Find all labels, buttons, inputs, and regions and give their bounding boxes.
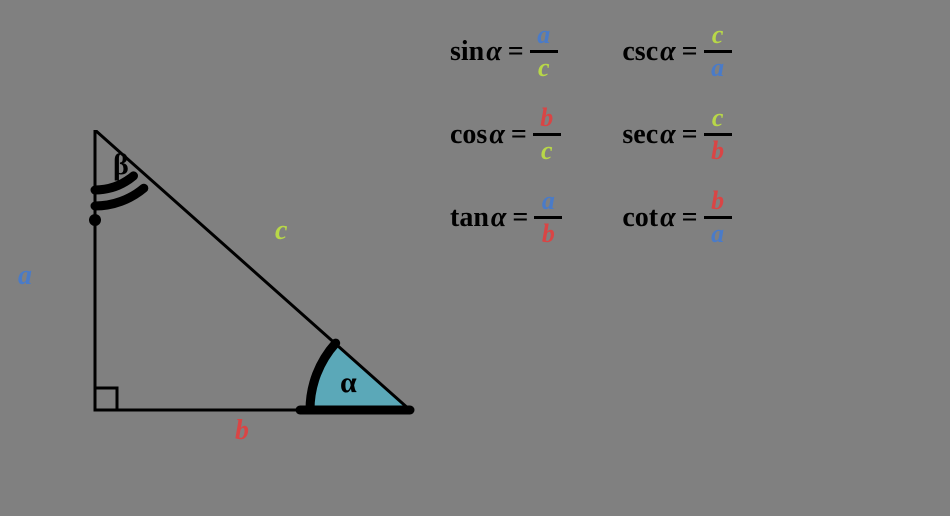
numerator: a (533, 20, 554, 50)
equals-sign: = (682, 202, 698, 234)
fraction: ba (704, 186, 732, 249)
side-c-label: c (275, 215, 287, 247)
beta-arc-dot (89, 214, 101, 226)
func-name: sin (450, 36, 484, 68)
side-b-label: b (235, 415, 249, 447)
triangle-svg (40, 130, 440, 450)
denominator: c (534, 53, 554, 83)
angle-beta-label: β (113, 148, 129, 182)
func-arg: α (660, 36, 676, 68)
triangle-path (95, 130, 410, 410)
denominator: a (707, 53, 728, 83)
func-name: sec (622, 119, 658, 151)
denominator: b (707, 136, 728, 166)
angle-alpha-label: α (340, 366, 357, 400)
equals-sign: = (512, 202, 528, 234)
formula-sec: secα=cb (622, 103, 734, 166)
func-arg: α (491, 202, 507, 234)
fraction: ac (530, 20, 558, 83)
numerator: b (536, 103, 557, 133)
formula-cot: cotα=ba (622, 186, 734, 249)
fraction: ca (704, 20, 732, 83)
func-name: csc (622, 36, 658, 68)
fraction: bc (533, 103, 561, 166)
formula-cos: cosα=bc (450, 103, 562, 166)
func-arg: α (660, 119, 676, 151)
func-arg: α (489, 119, 505, 151)
equals-sign: = (511, 119, 527, 151)
triangle-diagram: a b c β α (40, 130, 440, 455)
denominator: c (537, 136, 557, 166)
func-name: cot (622, 202, 658, 234)
side-a-label: a (18, 260, 32, 292)
equals-sign: = (508, 36, 524, 68)
equals-sign: = (682, 119, 698, 151)
numerator: b (707, 186, 728, 216)
numerator: c (708, 20, 728, 50)
func-arg: α (660, 202, 676, 234)
formula-sin: sinα=ac (450, 20, 562, 83)
func-arg: α (486, 36, 502, 68)
denominator: a (707, 219, 728, 249)
fraction: cb (704, 103, 732, 166)
equals-sign: = (682, 36, 698, 68)
formula-csc: cscα=ca (622, 20, 734, 83)
fraction: ab (534, 186, 562, 249)
formula-tan: tanα=ab (450, 186, 562, 249)
right-angle-marker (95, 388, 117, 410)
numerator: c (708, 103, 728, 133)
denominator: b (538, 219, 559, 249)
numerator: a (538, 186, 559, 216)
formulas-grid: sinα=accscα=cacosα=bcsecα=cbtanα=abcotα=… (450, 20, 735, 249)
func-name: tan (450, 202, 489, 234)
func-name: cos (450, 119, 487, 151)
